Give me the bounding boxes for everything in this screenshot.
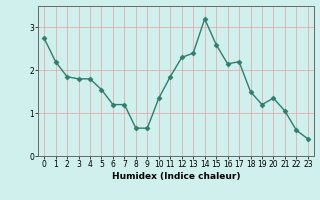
X-axis label: Humidex (Indice chaleur): Humidex (Indice chaleur) (112, 172, 240, 181)
